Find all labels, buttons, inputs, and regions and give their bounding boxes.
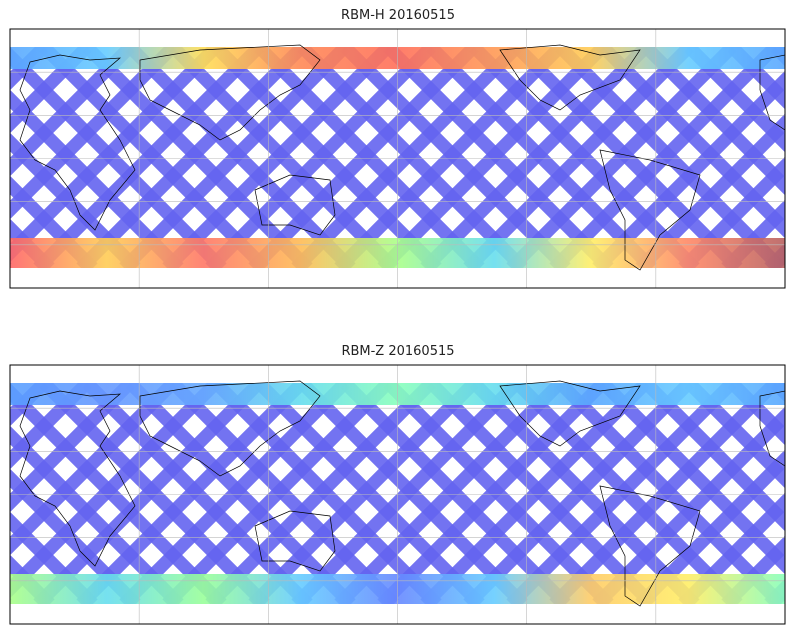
map-frame — [9, 364, 786, 625]
satellite-swath — [291, 383, 522, 604]
satellite-swath — [10, 47, 221, 263]
coastline — [759, 390, 786, 467]
satellite-swath — [592, 406, 785, 604]
satellite-swath — [678, 492, 785, 604]
map-frame — [9, 28, 786, 289]
satellite-swath — [721, 199, 785, 268]
satellite-swath — [721, 535, 785, 604]
satellite-swath — [635, 113, 785, 268]
panel-title-rbm-z: RBM-Z 20160515 — [341, 344, 455, 359]
satellite-swath — [119, 47, 350, 268]
satellite-swath — [10, 47, 178, 220]
swath-layer — [0, 383, 785, 604]
satellite-swath — [334, 47, 565, 268]
satellite-swath — [76, 47, 307, 268]
satellite-swath — [549, 383, 780, 604]
satellite-swath — [334, 383, 565, 604]
coastline — [254, 510, 336, 572]
satellite-swath — [678, 156, 785, 268]
satellite-swath — [10, 261, 12, 265]
panel-title-rbm-h: RBM-H 20160515 — [341, 8, 455, 23]
satellite-swath — [592, 70, 785, 268]
satellite-swath — [463, 383, 694, 604]
coastline — [599, 485, 701, 607]
satellite-swath — [248, 383, 479, 604]
coastlines — [19, 44, 786, 271]
satellite-swath — [76, 383, 307, 604]
satellite-swath — [506, 47, 737, 268]
satellite-swath — [10, 47, 135, 177]
satellite-swath — [684, 383, 785, 489]
satellite-swath — [377, 47, 608, 268]
satellite-swath — [10, 218, 55, 268]
satellite-swath — [10, 47, 92, 134]
satellite-swath — [10, 597, 12, 601]
satellite-swath — [727, 383, 785, 446]
satellite-swath — [10, 175, 98, 268]
satellite-swath — [10, 383, 178, 556]
coastline — [759, 54, 786, 131]
satellite-swath — [33, 383, 264, 604]
satellite-swath — [291, 47, 522, 268]
satellite-swath — [248, 47, 479, 268]
satellite-swath — [10, 383, 92, 470]
coastline — [254, 174, 336, 236]
satellite-swath — [0, 383, 1, 604]
map-panel-rbm-h — [0, 28, 786, 289]
satellite-swath — [10, 511, 98, 604]
coastlines — [19, 380, 786, 607]
coastline — [499, 44, 641, 111]
satellite-swath — [684, 47, 785, 153]
satellite-swath — [119, 383, 350, 604]
satellite-swath — [0, 47, 1, 268]
coastline — [139, 380, 321, 477]
satellite-swath — [727, 47, 785, 110]
satellite-swath — [635, 449, 785, 604]
satellite-swath — [10, 554, 55, 604]
coastline — [19, 54, 136, 231]
satellite-swath — [506, 383, 737, 604]
satellite-swath — [162, 383, 393, 604]
coastline — [19, 390, 136, 567]
satellite-swath — [162, 47, 393, 268]
satellite-swath — [10, 383, 135, 513]
coastline — [139, 44, 321, 141]
satellite-swath — [205, 383, 436, 604]
coastline — [599, 149, 701, 271]
satellite-swath — [377, 383, 608, 604]
satellite-swath — [10, 383, 221, 599]
map-panel-rbm-z — [0, 364, 786, 625]
swath-layer — [0, 47, 785, 268]
coastline — [499, 380, 641, 447]
satellite-swath — [463, 47, 694, 268]
satellite-swath — [205, 47, 436, 268]
satellite-swath — [549, 47, 780, 268]
satellite-swath — [33, 47, 264, 268]
